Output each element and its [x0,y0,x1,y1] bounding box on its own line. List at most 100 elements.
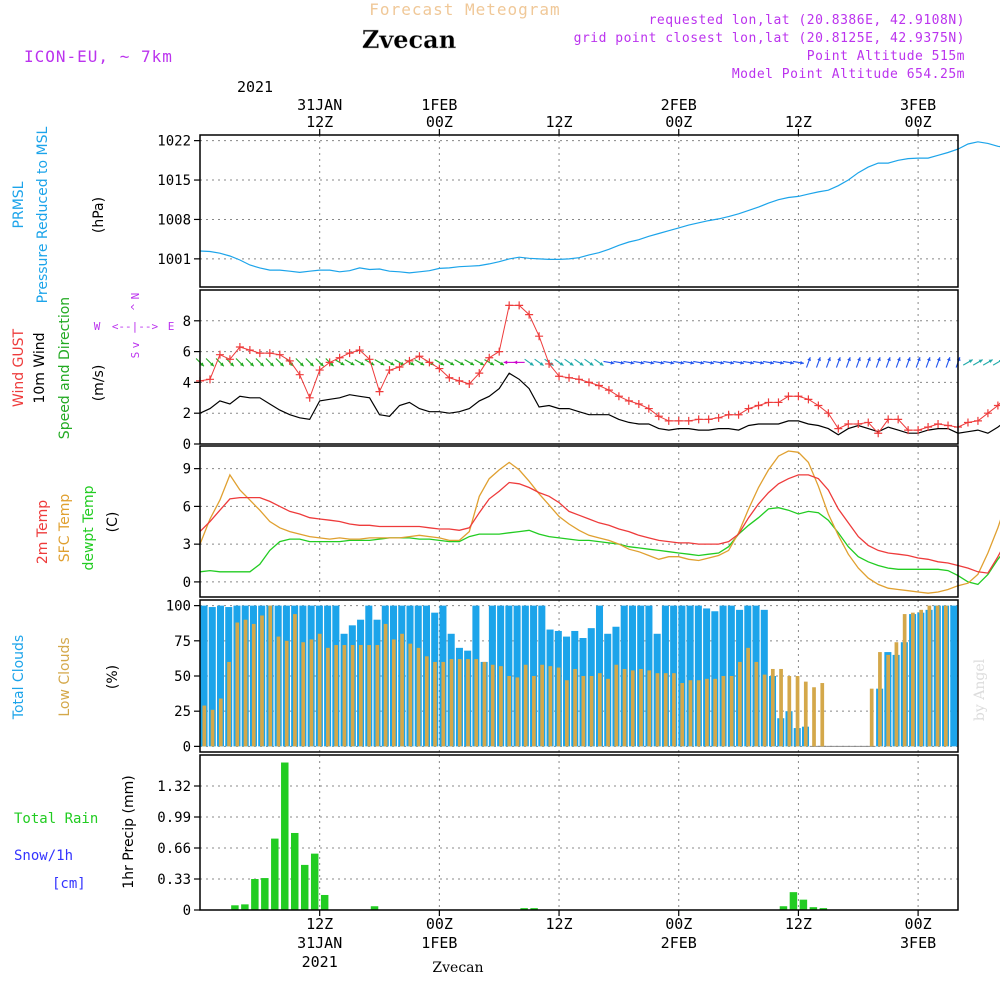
gust-marker [864,418,873,427]
top-date-label: 2FEB [661,96,697,114]
low-cloud-bar [523,664,528,747]
sfc-label: SFC Temp [57,494,73,563]
wind-direction-arrow [564,358,574,366]
low-cloud-bar [639,668,643,747]
arrow-head [440,361,445,366]
y-tick-label: 0.99 [157,810,191,826]
low-cloud-bar [564,680,569,747]
arrow-head [410,361,415,366]
rain-bar [789,892,798,910]
gust-marker [634,399,643,408]
arrow-head [579,361,584,366]
rain-bar [231,905,239,910]
gust-marker [794,392,803,401]
gust-marker [345,349,354,358]
low-cloud-bar [721,676,726,747]
arrow-head [807,357,811,362]
low-cloud-bar [260,615,264,747]
arrow-head [760,360,764,365]
low-cloud-bar [416,647,421,747]
arrow-head [640,360,645,365]
arrow-head [907,357,911,362]
panel-border [199,445,959,598]
arrow-head [770,360,774,365]
pressure-unit: (hPa) [91,197,107,233]
gust-marker [245,346,254,355]
y-tick-label: 1.32 [157,779,191,795]
arrow-head [470,361,475,366]
arrow-head [529,361,534,366]
rain-bar [809,907,818,910]
low-cloud-bar [878,652,882,747]
gust-marker [804,395,813,404]
y-tick-label: 0 [183,575,191,591]
gust-marker [973,416,982,425]
gust-marker [505,301,514,310]
y-tick-label: 50 [174,669,191,685]
wind-direction-arrow [792,360,804,365]
y-tick-label: 0.66 [157,841,191,857]
arrow-head [269,362,274,367]
low-cloud-bar [762,674,767,747]
bottom-date-label: 31JAN [297,934,342,952]
top-hour-label: 12Z [546,113,573,131]
snow-label: Snow/1h [14,848,73,864]
arrow-head [780,360,784,365]
low-cloud-bar [227,661,231,747]
arrow-head [926,357,931,362]
total-cloud-bar [216,605,225,747]
low-cloud-bar [795,676,800,747]
gust-marker [904,426,913,435]
y-tick-label: 0 [183,739,191,755]
gust-marker [525,310,534,319]
wind-direction-arrow [603,360,615,365]
gust-marker [814,401,823,410]
gust-marker [465,379,474,388]
arrow-head [259,362,264,367]
gust-marker [664,416,673,425]
gust-marker [914,426,923,435]
top-date-label: 1FEB [421,96,457,114]
wind-direction-arrow [205,358,215,367]
arrow-head [329,362,334,367]
wind-direction-arrow [782,360,794,365]
arrow-head [710,360,715,365]
wind-direction-arrow [414,359,425,366]
compass-line: <--|--> [112,320,159,333]
total-cloud-bar [513,605,521,747]
wind-direction-arrow [815,357,821,368]
low-cloud-bar [589,676,594,747]
arrow-head [340,361,345,366]
arrow-head [847,357,851,362]
low-cloud-bar [911,612,915,747]
gust-marker [594,381,603,390]
wind-direction-arrow [805,357,811,368]
arrow-head [239,362,244,367]
gust-marker [255,349,264,358]
bottom-year-label: 2021 [302,953,338,971]
rain-bar [261,878,269,910]
top-year-label: 2021 [237,78,273,96]
arrow-head [978,359,983,364]
low-cloud-bar [812,687,816,747]
low-cloud-bar [779,668,783,747]
wind-direction-arrow [925,357,931,368]
rain-bar [819,908,828,910]
low-cloud-bar [210,709,215,747]
gust-marker [485,353,494,362]
gust-marker [604,386,613,395]
wind-direction-arrow [825,357,831,368]
wind-direction-arrow [454,359,465,366]
gust-marker [225,355,234,364]
wind-direction-arrow [663,360,675,365]
wind-direction-arrow [434,359,445,366]
wind-direction-arrow [275,358,285,367]
top-date-label: 31JAN [297,96,342,114]
wind-direction-arrow [693,360,705,365]
low-cloud-bar [688,680,693,747]
gust-marker [415,352,424,361]
gust-marker [934,419,943,428]
arrow-head [660,360,665,365]
bottom-hour-label: 00Z [665,915,692,933]
